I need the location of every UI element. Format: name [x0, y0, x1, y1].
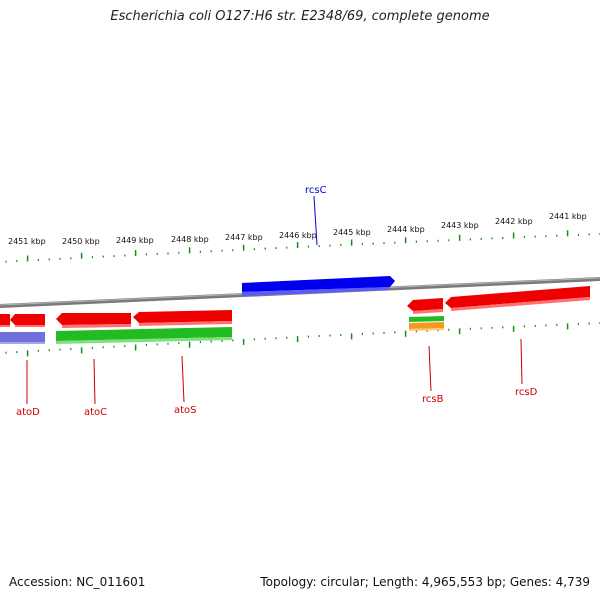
- kbp-label: 2451 kbp: [8, 237, 46, 246]
- gene-label-atoD[interactable]: atoD: [16, 407, 40, 418]
- gene-track-green-rcsB: [409, 316, 444, 322]
- outer-tick-ruler: [5, 230, 600, 263]
- gene-label-atoC[interactable]: atoC: [84, 407, 107, 418]
- gene-label-atoS[interactable]: atoS: [174, 405, 197, 416]
- kbp-label: 2443 kbp: [441, 221, 479, 230]
- reverse-gene-atoC[interactable]: [56, 313, 131, 328]
- kbp-label: 2448 kbp: [171, 235, 209, 244]
- forward-gene-rcsC[interactable]: [242, 276, 395, 296]
- leader-line-rcsD: [520, 338, 523, 385]
- reverse-gene-atoD[interactable]: [10, 314, 45, 327]
- reverse-gene-atoD-left[interactable]: [0, 314, 10, 327]
- kbp-label: 2450 kbp: [62, 237, 100, 246]
- rna-track-orange-rcsB: [409, 322, 444, 331]
- kbp-label: 2449 kbp: [116, 236, 154, 245]
- inner-tick-ruler: [5, 322, 600, 357]
- gene-label-rcsB[interactable]: rcsB: [422, 394, 444, 405]
- kbp-labels: 2451 kbp 2450 kbp 2449 kbp 2448 kbp 2447…: [8, 212, 587, 246]
- genome-summary-label: Topology: circular; Length: 4,965,553 bp…: [260, 575, 590, 589]
- kbp-label: 2445 kbp: [333, 228, 371, 237]
- map-title: Escherichia coli O127:H6 str. E2348/69, …: [110, 9, 490, 24]
- kbp-label: 2442 kbp: [495, 217, 533, 226]
- reverse-gene-rcsB[interactable]: [407, 298, 443, 314]
- reverse-gene-rcsD[interactable]: [445, 286, 590, 311]
- leader-line-atoS: [181, 355, 185, 403]
- gene-track-green-ato: [56, 327, 232, 344]
- gene-track-purple: [0, 332, 45, 344]
- gene-label-rcsC[interactable]: rcsC: [305, 185, 327, 196]
- accession-label: Accession: NC_011601: [9, 575, 146, 589]
- kbp-label: 2447 kbp: [225, 233, 263, 242]
- gene-label-rcsD[interactable]: rcsD: [515, 387, 538, 398]
- reverse-gene-atoS[interactable]: [133, 310, 232, 326]
- leader-line-atoC: [93, 358, 96, 405]
- leader-line-rcsB: [428, 345, 432, 392]
- kbp-label: 2441 kbp: [549, 212, 587, 221]
- kbp-label: 2444 kbp: [387, 225, 425, 234]
- kbp-label: 2446 kbp: [279, 231, 317, 240]
- leader-line-rcsC: [313, 195, 318, 246]
